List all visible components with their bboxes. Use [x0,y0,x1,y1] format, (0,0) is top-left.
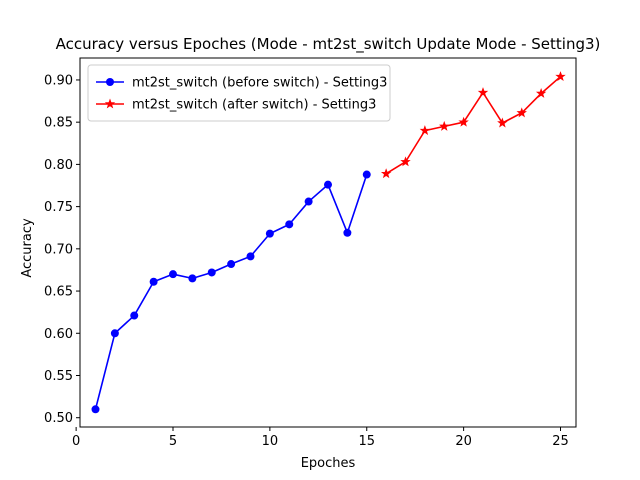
series-1-point [188,274,197,283]
series-1-point [285,220,294,229]
series-1-point [265,229,274,238]
series-2-point [497,117,508,128]
series-1-point [110,329,119,338]
series-2-line [385,75,562,175]
series-1-point [362,170,371,179]
y-tick-label: 0.75 [44,200,73,215]
legend-box [87,64,391,122]
x-tick-label: 0 [72,434,80,449]
x-tick-label: 5 [169,434,177,449]
y-tick-label: 0.60 [44,327,73,342]
x-tick-label: 15 [358,434,375,449]
y-tick-label: 0.55 [44,369,73,384]
legend-label: mt2st_switch (before switch) - Setting3 [132,76,387,91]
x-axis-title: Epoches [301,456,356,471]
series-1-point [304,197,313,206]
series-1-point [169,270,177,279]
series-2-point [380,168,392,179]
series-1-point [207,268,216,277]
legend: mt2st_switch (before switch) - Setting3 m… [87,64,391,122]
series-1-point [149,277,158,286]
y-tick-label: 0.80 [44,158,73,173]
series-1-point [246,252,255,261]
plot-area: 0 5 10 15 20 25 0.50 0.55 0.60 0.65 0.70 0.75 0.80 0.… [44,57,577,449]
series-1-point [130,311,139,320]
series-2-point [439,120,450,131]
chart-title: Accuracy versus Epoches (Mode - mt2st_sw… [56,35,601,54]
y-tick-label: 0.50 [44,411,73,426]
series-2-point [419,125,431,136]
y-tick-label: 0.65 [44,285,73,300]
x-tick-label: 20 [455,434,472,449]
series-1-point [343,228,352,237]
legend-label: mt2st_switch (after switch) - Setting3 [132,98,376,113]
series-1-point [227,260,236,269]
series-2-point [516,107,527,118]
legend-swatch-marker [106,78,114,86]
y-axis-title: Accuracy [20,218,35,278]
series-2-point [555,71,566,82]
series-2-point [477,87,489,98]
series-2-point [458,116,469,127]
series-1-point [91,405,100,414]
series-2-point [400,156,411,167]
y-tick-label: 0.90 [44,73,73,88]
axes-frame [79,57,577,428]
x-tick-label: 10 [262,434,279,449]
series-2-point [535,87,547,98]
y-tick-label: 0.70 [44,242,73,257]
x-tick-label: 25 [552,434,569,449]
legend-swatch-marker [104,98,116,109]
series-1-point [324,180,332,189]
y-tick-label: 0.85 [44,116,73,131]
